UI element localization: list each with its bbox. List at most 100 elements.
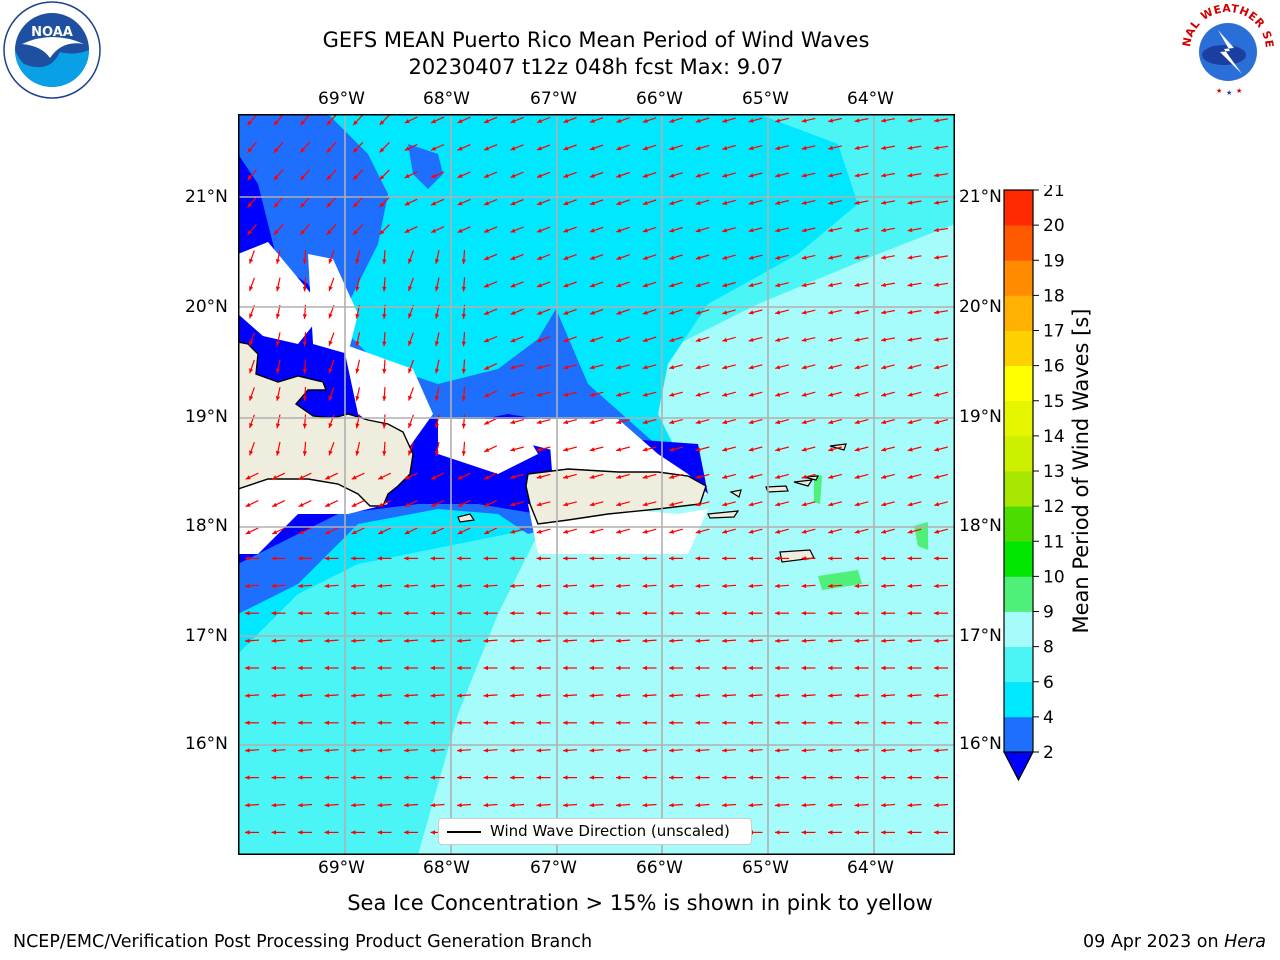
wind-wave-arrowhead	[748, 447, 754, 452]
wind-wave-arrowhead	[854, 365, 860, 370]
colorbar-tick-label: 2	[1043, 743, 1054, 763]
wind-wave-arrowhead	[302, 314, 307, 319]
wind-wave-arrowhead	[907, 365, 913, 370]
wind-wave-arrowhead	[247, 230, 253, 235]
wind-wave-arrowhead	[616, 255, 622, 260]
wind-wave-arrowhead	[457, 146, 463, 151]
wind-wave-arrowhead	[642, 665, 647, 671]
wind-wave-arrowhead	[483, 748, 489, 753]
wind-wave-arrowhead	[881, 118, 886, 123]
wind-wave-arrowhead	[695, 392, 701, 397]
wind-wave-arrowhead	[775, 748, 780, 753]
wind-wave-arrowhead	[642, 365, 648, 370]
wind-wave-arrowhead	[934, 282, 939, 287]
wind-wave-arrowhead	[854, 775, 859, 780]
wind-wave-arrowhead	[881, 337, 886, 342]
wind-wave-arrowhead	[775, 392, 781, 397]
wind-wave-arrowhead	[695, 228, 701, 233]
wind-wave-arrowhead	[934, 419, 940, 425]
wind-wave-arrowhead	[377, 556, 382, 561]
wind-wave-arrowhead	[298, 665, 303, 671]
wind-wave-arrowhead	[589, 310, 595, 315]
lat-label-left-20n: 20°N	[185, 297, 228, 317]
wind-wave-arrowhead	[563, 201, 569, 206]
wind-wave-arrowhead	[589, 775, 594, 780]
wind-wave-arrowhead	[434, 396, 440, 401]
wind-wave-arrowhead	[537, 283, 542, 288]
wind-wave-arrowhead	[324, 583, 330, 589]
wind-wave-arrowhead	[589, 146, 595, 151]
wind-wave-arrowhead	[828, 693, 833, 698]
wind-wave-arrowhead	[669, 611, 674, 616]
wind-wave-arrowhead	[563, 283, 569, 288]
colorbar-bin	[1004, 365, 1033, 402]
wind-wave-arrowhead	[510, 803, 515, 808]
wind-wave-arrowhead	[669, 283, 675, 288]
wind-wave-arrowhead	[589, 338, 595, 343]
wind-wave-arrowhead	[245, 583, 250, 589]
wind-wave-arrowhead	[854, 529, 860, 534]
wind-wave-arrowhead	[775, 145, 781, 151]
wind-wave-arrowhead	[695, 665, 700, 671]
colorbar-bin	[1004, 295, 1033, 331]
wind-wave-arrowhead	[907, 310, 913, 315]
wind-wave-arrowhead	[404, 583, 409, 589]
wind-wave-arrowhead	[457, 611, 462, 616]
wind-wave-arrowhead	[934, 556, 939, 561]
wind-wave-arrowhead	[408, 423, 413, 428]
wind-wave-arrowhead	[589, 611, 594, 616]
wind-wave-arrowhead	[775, 830, 780, 835]
wind-wave-arrowhead	[775, 365, 781, 370]
wind-wave-arrowhead	[828, 748, 833, 753]
wind-wave-arrowhead	[273, 202, 279, 208]
wind-wave-arrowhead	[408, 286, 413, 291]
wind-wave-arrowhead	[563, 556, 568, 561]
wind-wave-arrowhead	[245, 720, 250, 725]
wind-wave-arrowhead	[247, 175, 253, 181]
wind-wave-arrowhead	[828, 173, 833, 178]
wind-wave-arrowhead	[775, 310, 781, 315]
wind-wave-arrowhead	[854, 419, 860, 425]
map-frame	[238, 114, 955, 855]
mona-island	[457, 513, 476, 523]
lat-label-right-18n: 18°N	[959, 516, 1002, 536]
wind-wave-arrowhead	[642, 283, 648, 288]
wind-wave-arrowhead	[430, 638, 436, 643]
wind-wave-arrowhead	[695, 556, 700, 561]
wind-wave-arrowhead	[404, 638, 409, 643]
wind-wave-arrowhead	[245, 830, 250, 835]
lat-label-left-16n: 16°N	[185, 734, 228, 754]
wind-wave-arrowhead	[881, 474, 887, 479]
wind-wave-arrowhead	[669, 146, 675, 151]
wind-wave-arrowhead	[907, 447, 913, 452]
wind-wave-arrowhead	[249, 313, 254, 319]
wind-wave-arrowhead	[271, 638, 277, 643]
colorbar-tick-label: 9	[1043, 603, 1054, 623]
wind-wave-arrowhead	[695, 283, 701, 288]
wind-wave-arrowhead	[378, 475, 384, 480]
chart-subtitle: 20230407 t12z 048h fcst Max: 9.07	[408, 55, 784, 79]
wind-wave-arrowhead	[351, 748, 356, 753]
wind-wave-arrowhead	[589, 201, 595, 206]
wind-wave-arrowhead	[907, 556, 912, 561]
wind-wave-arrowhead	[431, 530, 437, 534]
wind-wave-arrowhead	[828, 583, 833, 589]
wind-wave-arrowhead	[695, 583, 701, 589]
wind-wave-arrowhead	[669, 748, 674, 753]
wind-wave-arrowhead	[484, 393, 490, 397]
wind-wave-arrowhead	[404, 665, 409, 671]
wind-wave-arrowhead	[431, 173, 437, 178]
wind-wave-arrowhead	[273, 120, 279, 126]
wind-wave-arrowhead	[589, 118, 595, 123]
wind-wave-arrowhead	[457, 775, 462, 780]
wind-wave-arrowhead	[382, 451, 387, 456]
wind-wave-arrowhead	[642, 474, 648, 479]
wind-wave-arrowhead	[589, 693, 595, 698]
wind-wave-arrowhead	[881, 145, 886, 150]
wind-wave-arrowhead	[616, 583, 621, 589]
wind-wave-arrowhead	[328, 395, 333, 401]
wind-wave-arrowhead	[382, 259, 387, 264]
wind-wave-arrowhead	[881, 502, 887, 507]
wind-wave-arrowhead	[642, 228, 648, 233]
wind-wave-arrowhead	[589, 173, 595, 178]
